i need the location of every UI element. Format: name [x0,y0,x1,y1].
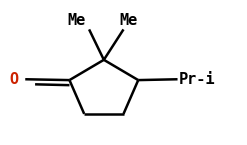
Text: Pr-i: Pr-i [179,72,215,87]
Text: O: O [10,72,19,87]
Text: Me: Me [119,13,138,28]
Text: Me: Me [68,13,86,28]
